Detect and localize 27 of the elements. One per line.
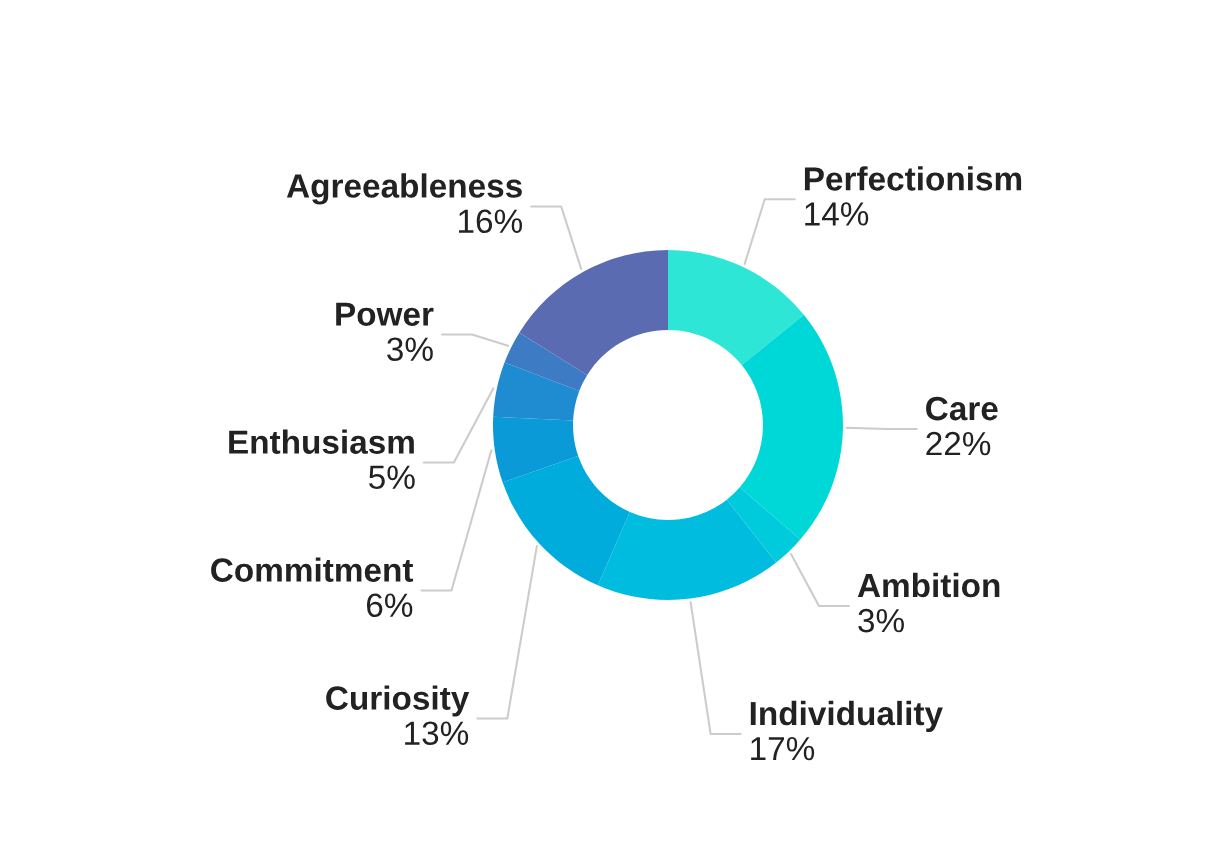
slice-label: Curiosity: [326, 685, 470, 717]
slice-label: Agreeableness: [286, 173, 522, 205]
slice-label: Commitment: [211, 557, 414, 582]
slice-label: Individuality: [750, 700, 943, 732]
donut-slice: [668, 250, 804, 366]
data-label: 14%: [805, 202, 869, 226]
slice-label: Enthusiasm: [229, 429, 414, 454]
data-label: 17%: [751, 736, 815, 761]
slice-label: Ambition: [857, 572, 1000, 598]
data-label: 13%: [405, 721, 469, 746]
donut-slice: [597, 499, 777, 600]
donut-slice: [502, 456, 630, 586]
data-label: 16%: [459, 209, 523, 234]
donut-slice: [726, 487, 801, 563]
data-label: 3%: [387, 337, 433, 362]
donut-slice: [493, 416, 579, 483]
slice-label: Perfectionism: [804, 166, 1022, 191]
data-label: 6%: [366, 593, 413, 618]
data-label: 5%: [369, 465, 415, 490]
donut-slice: [504, 332, 588, 392]
slice-label: Power: [336, 302, 434, 326]
data-label: 22%: [926, 431, 991, 456]
data-label: 3%: [858, 608, 904, 633]
donut-slice: [493, 362, 580, 421]
donut-slice: [739, 314, 843, 540]
slice-label: Care: [926, 396, 998, 421]
donut-slice: [519, 250, 668, 375]
